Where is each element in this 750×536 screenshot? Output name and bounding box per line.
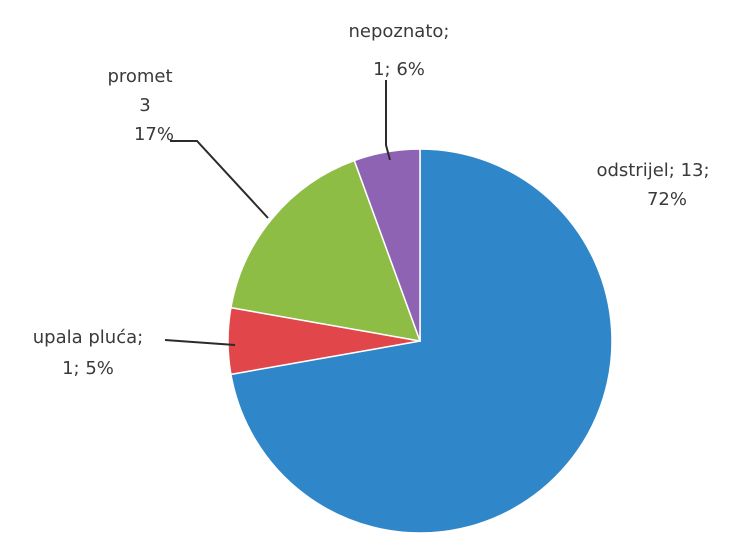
pie-slice-promet	[230, 159, 422, 342]
label-odstrijel-line-1: odstrijel; 13;	[596, 160, 709, 181]
label-odstrijel-line-2: 72%	[647, 189, 687, 210]
label-promet-line-2: 3	[139, 95, 150, 116]
label-promet-line-1: promet	[107, 66, 172, 87]
leader-line-upala-pluca	[164, 339, 236, 346]
leader-line-promet	[170, 140, 269, 219]
label-upala-pluca-line-2: 1; 5%	[62, 358, 114, 379]
label-nepoznato: nepoznato; 1; 6%	[349, 21, 450, 80]
label-upala-pluca: upala pluća; 1; 5%	[33, 327, 143, 379]
label-odstrijel: odstrijel; 13; 72%	[596, 160, 709, 210]
label-upala-pluca-line-1: upala pluća;	[33, 327, 143, 348]
label-promet: promet 3 17%	[107, 66, 174, 145]
pie-slice-odstrijel	[230, 148, 613, 534]
pie-slice-nepoznato	[353, 148, 421, 342]
leader-line-nepoznato	[385, 80, 391, 161]
leader-lines	[164, 80, 391, 346]
label-nepoznato-line-1: nepoznato;	[349, 21, 450, 42]
label-promet-line-3: 17%	[134, 124, 174, 145]
label-nepoznato-line-2: 1; 6%	[373, 59, 425, 80]
pie-slices	[227, 148, 613, 534]
